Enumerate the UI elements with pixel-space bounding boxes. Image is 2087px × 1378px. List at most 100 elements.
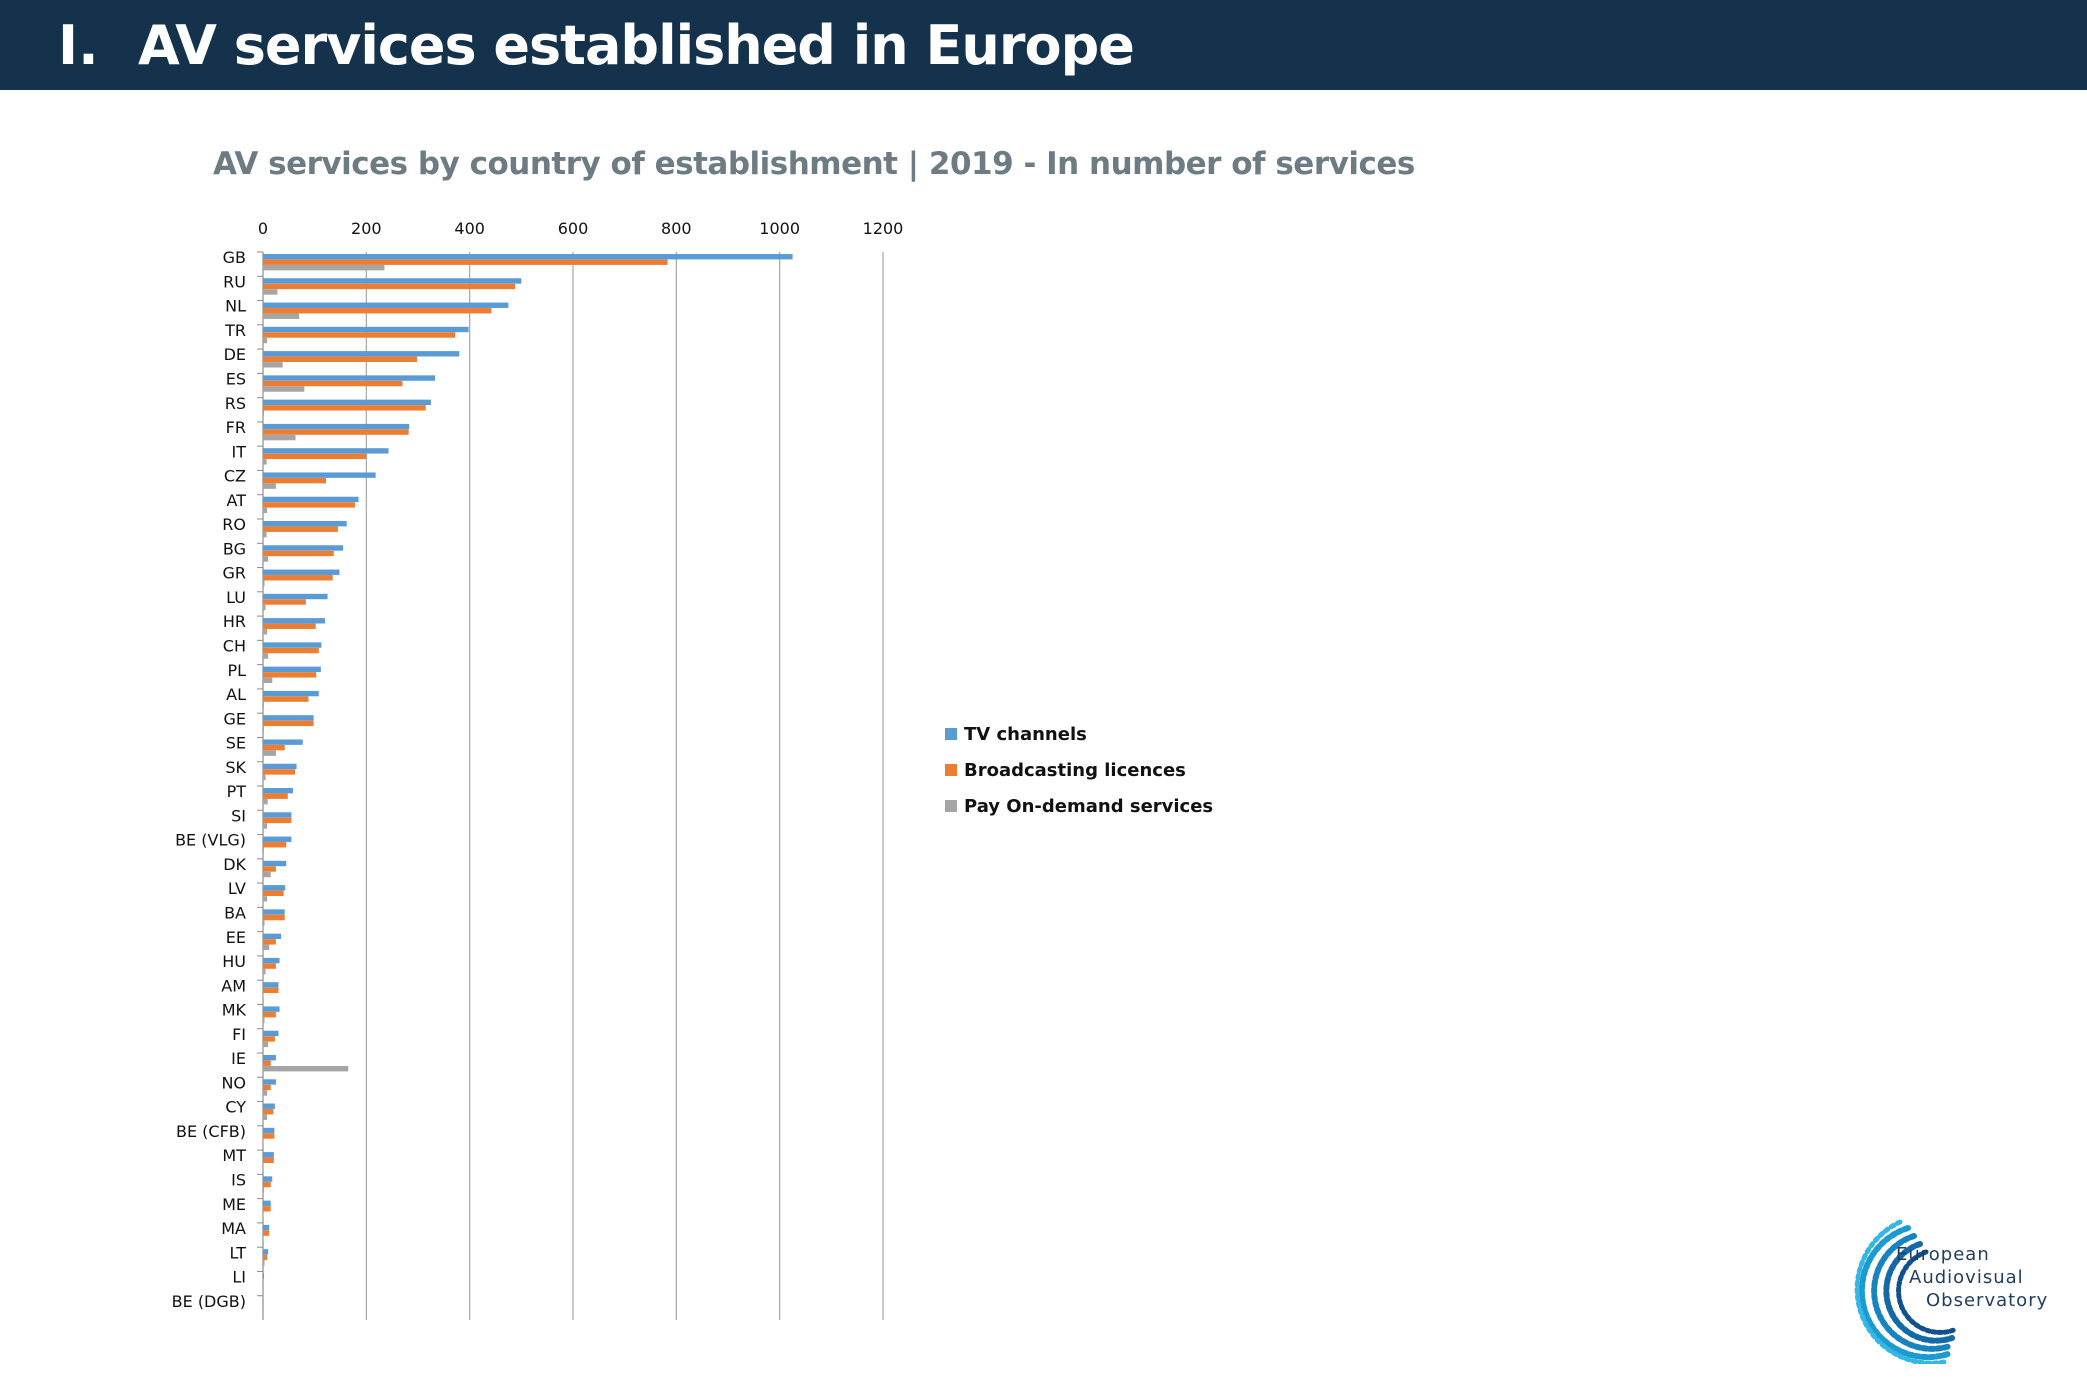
- bar: [263, 890, 284, 896]
- bar: [263, 896, 268, 902]
- bar: [263, 556, 269, 562]
- bar: [263, 459, 267, 465]
- bar: [263, 1036, 275, 1042]
- bar: [263, 1187, 265, 1193]
- category-label: RU: [223, 272, 246, 291]
- bar: [263, 1011, 276, 1018]
- category-label: BE (CFB): [176, 1122, 246, 1141]
- bar: [263, 847, 265, 853]
- bar: [263, 1224, 270, 1231]
- category-label: DK: [223, 855, 246, 874]
- category-label: AL: [226, 685, 246, 704]
- bar: [263, 1254, 268, 1261]
- x-tick-label: 0: [258, 219, 268, 238]
- bar: [263, 701, 265, 708]
- section-number: I.: [58, 14, 99, 77]
- bar: [263, 337, 268, 344]
- bar: [263, 1084, 271, 1091]
- category-label: EE: [226, 928, 246, 947]
- x-tick-label: 200: [351, 219, 382, 238]
- bar: [263, 1163, 264, 1169]
- bar: [263, 987, 279, 994]
- category-label: MT: [222, 1146, 246, 1165]
- bar: [263, 521, 347, 527]
- legend-item-on-demand: Pay On-demand services: [945, 788, 1213, 824]
- bar: [263, 1230, 270, 1236]
- category-label: IS: [231, 1171, 246, 1190]
- bar: [263, 604, 266, 611]
- bar: [263, 1273, 265, 1279]
- bar: [263, 283, 516, 290]
- bar: [263, 362, 283, 368]
- bar: [263, 726, 265, 732]
- category-label: ME: [222, 1195, 246, 1214]
- bar: [263, 265, 385, 271]
- category-label: SK: [225, 758, 246, 777]
- bar: [263, 1114, 268, 1120]
- bar: [263, 405, 426, 411]
- x-tick-label: 800: [661, 219, 692, 238]
- bar: [263, 774, 266, 781]
- bar: [263, 666, 321, 673]
- bar: [263, 1138, 264, 1145]
- bar: [263, 1235, 264, 1242]
- bar: [263, 483, 276, 489]
- bar: [263, 477, 327, 484]
- legend-item-broadcasting: Broadcasting licences: [945, 752, 1213, 788]
- bar: [263, 1278, 264, 1285]
- bar: [263, 750, 276, 756]
- header-bar: I. AV services established in Europe: [0, 0, 2087, 90]
- category-label: FI: [232, 1025, 246, 1044]
- category-label: PT: [227, 782, 247, 801]
- bar: [263, 885, 286, 891]
- bar: [263, 957, 280, 964]
- bar: [263, 496, 359, 503]
- bar: [263, 677, 273, 684]
- bar: [263, 550, 334, 557]
- page-title: AV services established in Europe: [138, 14, 1135, 77]
- bar: [263, 1249, 269, 1255]
- bar: [263, 1006, 280, 1012]
- logo-text-line1: European: [1896, 1244, 1990, 1265]
- bar: [263, 423, 410, 430]
- bar: [263, 386, 305, 392]
- bar: [263, 696, 309, 702]
- legend-swatch-tv: [945, 728, 957, 740]
- bar: [263, 690, 319, 697]
- bar: [263, 909, 285, 915]
- category-label: BG: [223, 539, 246, 558]
- category-label: SI: [231, 806, 246, 825]
- bar: [263, 914, 285, 921]
- bar: [263, 1181, 271, 1188]
- category-label: NL: [225, 297, 246, 316]
- bar: [263, 593, 328, 600]
- bar: [263, 399, 431, 406]
- bar: [263, 860, 287, 867]
- bar: [263, 1030, 279, 1037]
- bar: [263, 968, 266, 975]
- bar: [263, 429, 409, 435]
- bar: [263, 1200, 271, 1207]
- bar: [263, 623, 316, 629]
- x-tick-label: 400: [454, 219, 485, 238]
- legend-label-on-demand: Pay On-demand services: [964, 795, 1214, 817]
- bar: [263, 823, 268, 829]
- category-label: LU: [226, 588, 246, 607]
- bar: [263, 448, 389, 454]
- bar: [263, 982, 279, 988]
- legend-swatch-on-demand: [945, 800, 957, 812]
- bar: [263, 545, 344, 551]
- bar: [263, 1127, 275, 1134]
- category-label: IE: [231, 1049, 246, 1068]
- bar: [263, 788, 293, 794]
- bar: [263, 1157, 274, 1163]
- category-label: CH: [223, 637, 246, 656]
- bar: [263, 963, 276, 969]
- bar: [263, 1079, 276, 1085]
- category-label: GR: [222, 564, 246, 583]
- chart-legend: TV channels Broadcasting licences Pay On…: [945, 716, 1213, 824]
- bar: [263, 313, 300, 319]
- category-label: FR: [226, 418, 246, 437]
- category-label: LI: [232, 1268, 246, 1287]
